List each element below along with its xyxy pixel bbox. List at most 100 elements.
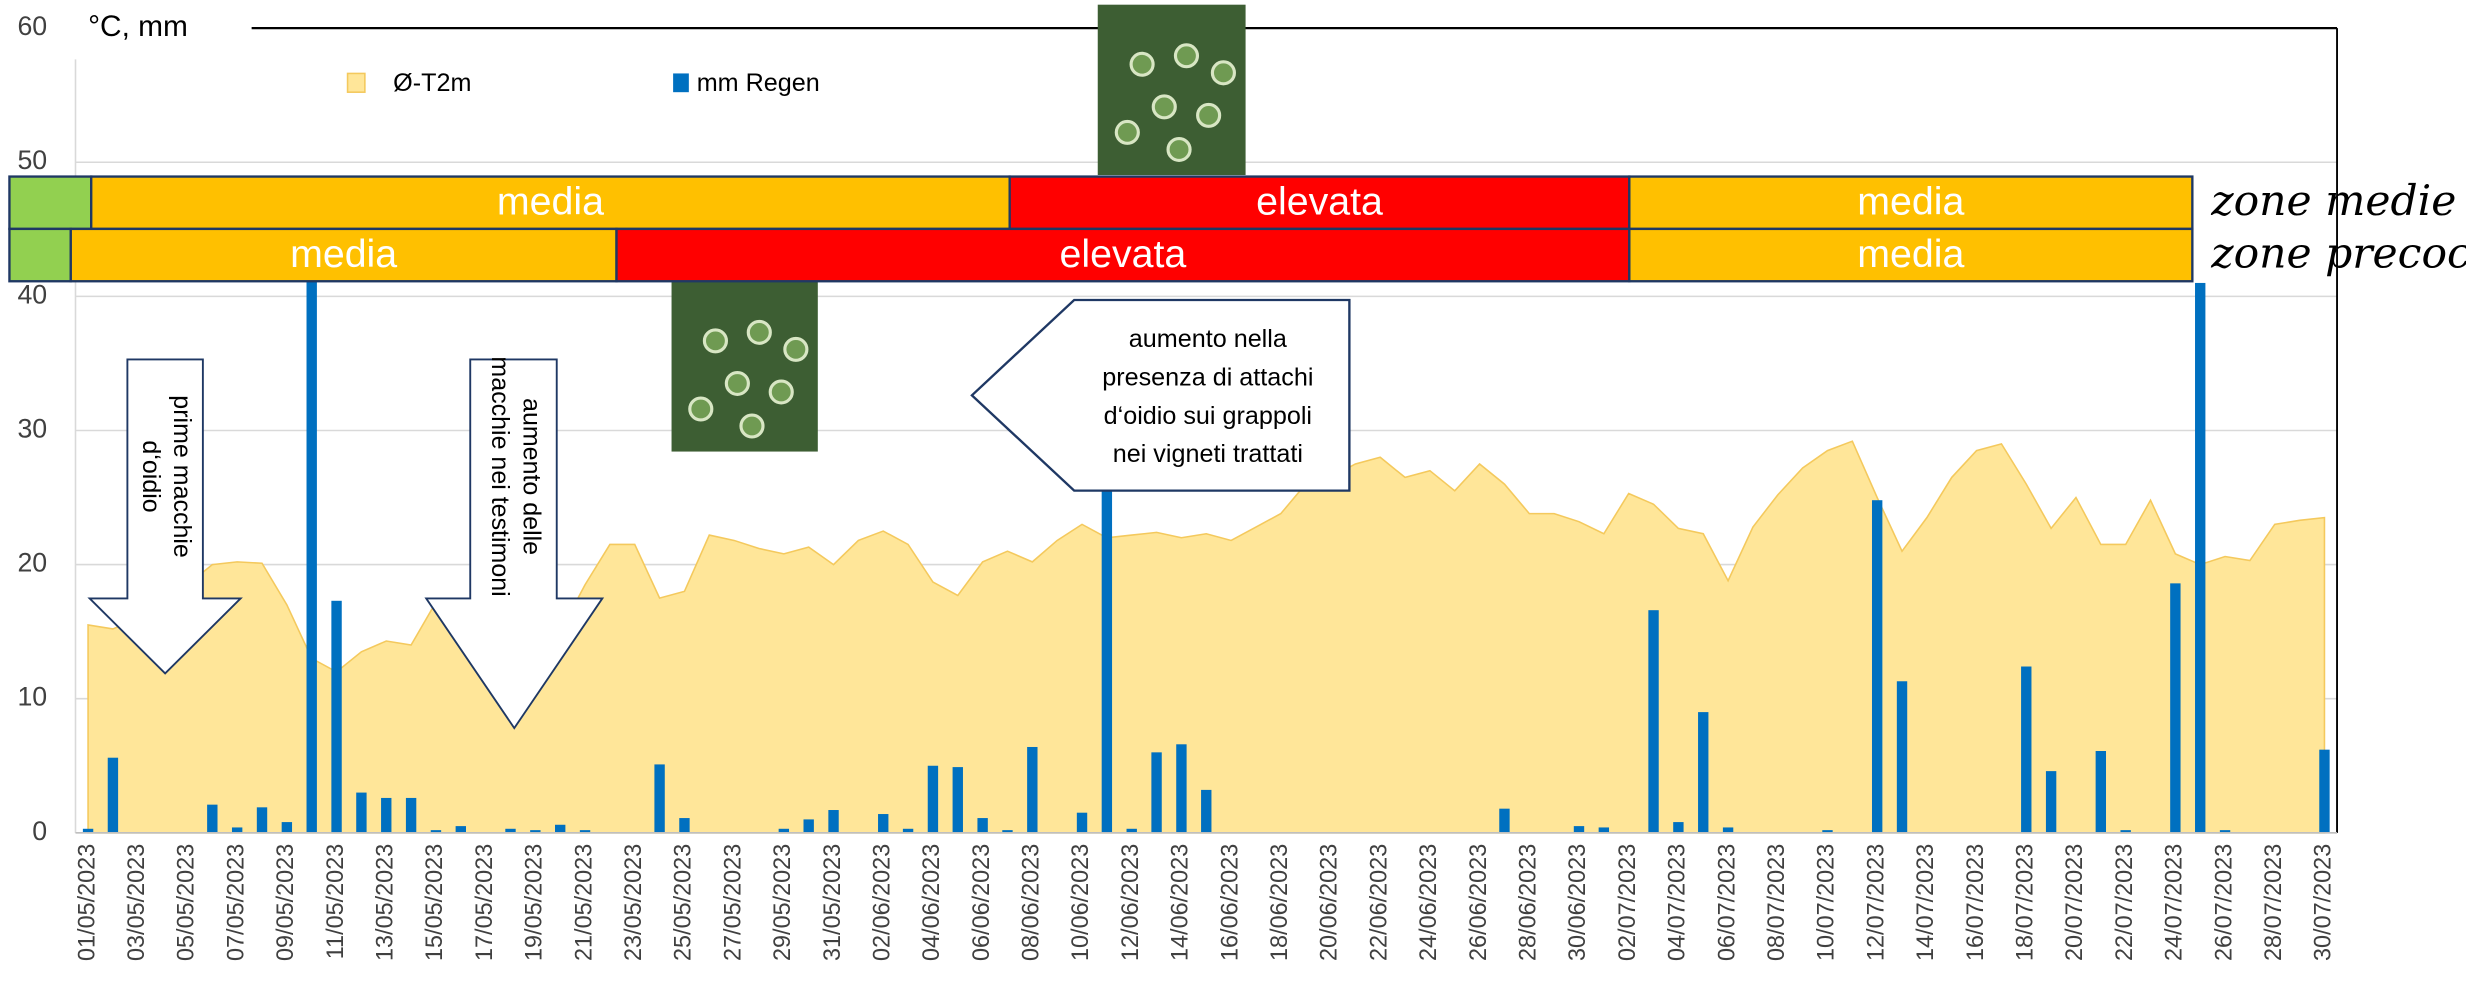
grape-berry — [1198, 104, 1220, 126]
rain-bar — [1102, 484, 1112, 833]
grape-berry — [770, 381, 792, 403]
x-tick-label: 16/07/2023 — [1962, 844, 1988, 961]
y-tick-label: 30 — [17, 414, 47, 444]
x-tick-label: 07/05/2023 — [222, 844, 248, 961]
callout-text: d‘oidio sui grappoli — [1104, 402, 1312, 430]
rain-bar — [953, 767, 963, 833]
temperature-area — [88, 441, 2324, 833]
x-tick-label: 20/07/2023 — [2061, 844, 2087, 961]
rain-bar — [2046, 771, 2056, 833]
x-tick-label: 13/05/2023 — [371, 844, 397, 961]
rain-bar — [456, 826, 466, 833]
x-tick-label: 12/06/2023 — [1117, 844, 1143, 961]
legend-swatch — [673, 73, 689, 92]
x-tick-label: 05/05/2023 — [173, 844, 199, 961]
rain-bar — [282, 822, 292, 833]
x-tick-label: 22/06/2023 — [1365, 844, 1391, 961]
band-zone-label: zone medie — [2210, 176, 2456, 225]
grape-photo — [1098, 5, 1246, 175]
band-label: media — [290, 233, 397, 276]
x-tick-label: 17/05/2023 — [471, 844, 497, 961]
y-tick-label: 10 — [17, 682, 47, 712]
x-tick-label: 10/06/2023 — [1067, 844, 1093, 961]
rain-bar — [406, 798, 416, 833]
rain-bar — [878, 814, 888, 833]
arrow-text: prime macchie — [168, 395, 196, 558]
x-tick-label: 14/07/2023 — [1912, 844, 1938, 961]
x-tick-label: 15/05/2023 — [421, 844, 447, 961]
x-tick-label: 10/07/2023 — [1813, 844, 1839, 961]
legend-label: mm Regen — [697, 69, 820, 97]
x-tick-label: 16/06/2023 — [1216, 844, 1242, 961]
grape-berry — [748, 321, 770, 343]
x-tick-label: 24/07/2023 — [2161, 844, 2187, 961]
x-tick-label: 21/05/2023 — [570, 844, 596, 961]
grape-berry — [1116, 121, 1138, 143]
x-tick-label: 06/06/2023 — [968, 844, 994, 961]
rain-bar — [654, 764, 664, 832]
x-tick-label: 08/07/2023 — [1763, 844, 1789, 961]
x-tick-label: 18/07/2023 — [2011, 844, 2037, 961]
grape-berry — [690, 398, 712, 420]
grape-photo — [672, 281, 818, 451]
x-tick-label: 25/05/2023 — [670, 844, 696, 961]
rain-bar — [1499, 809, 1509, 833]
y-tick-label: 0 — [32, 816, 47, 846]
band-start — [9, 229, 70, 281]
x-tick-label: 27/05/2023 — [719, 844, 745, 961]
callout-text: aumento nella — [1129, 325, 1287, 353]
grape-berry — [704, 330, 726, 352]
x-tick-label: 24/06/2023 — [1415, 844, 1441, 961]
arrow-text: d‘oidio — [137, 440, 165, 512]
callout-text: nei vigneti trattati — [1113, 440, 1303, 468]
rain-bar — [828, 810, 838, 833]
rain-bar — [307, 229, 317, 833]
rain-bar — [928, 766, 938, 833]
band-label: elevata — [1060, 233, 1187, 276]
rain-bar — [555, 825, 565, 833]
band-label: media — [1857, 233, 1964, 276]
rain-bar — [1723, 827, 1733, 832]
x-tick-label: 29/05/2023 — [769, 844, 795, 961]
band-zone-label: zone precoci — [2210, 229, 2466, 278]
callout-text: presenza di attachi — [1102, 364, 1313, 392]
x-tick-label: 18/06/2023 — [1266, 844, 1292, 961]
rain-bar — [1897, 681, 1907, 833]
rain-bar — [257, 807, 267, 832]
band-label: media — [1857, 181, 1964, 224]
rain-bar — [1176, 744, 1186, 833]
x-tick-label: 06/07/2023 — [1713, 844, 1739, 961]
y-tick-label: 50 — [17, 145, 47, 175]
x-tick-label: 31/05/2023 — [819, 844, 845, 961]
rain-bar — [381, 798, 391, 833]
y-tick-label: 40 — [17, 279, 47, 309]
rain-bar — [2170, 583, 2180, 832]
x-tick-label: 23/05/2023 — [620, 844, 646, 961]
rain-bar — [232, 827, 242, 832]
rain-bar — [1673, 822, 1683, 833]
rain-bar — [2195, 283, 2205, 833]
legend-label: Ø-T2m — [393, 69, 471, 97]
x-tick-label: 09/05/2023 — [272, 844, 298, 961]
grape-berry — [1168, 139, 1190, 161]
rain-bar — [207, 805, 217, 833]
x-tick-label: 20/06/2023 — [1316, 844, 1342, 961]
grape-berry — [785, 338, 807, 360]
x-tick-label: 26/07/2023 — [2210, 844, 2236, 961]
rain-bar — [1599, 827, 1609, 832]
x-tick-label: 03/05/2023 — [123, 844, 149, 961]
rain-bar — [2096, 751, 2106, 833]
x-tick-label: 26/06/2023 — [1465, 844, 1491, 961]
band-start — [9, 177, 91, 229]
x-tick-label: 11/05/2023 — [322, 844, 348, 959]
rain-bar — [2319, 750, 2329, 833]
grape-berry — [726, 373, 748, 395]
x-tick-label: 30/07/2023 — [2310, 844, 2336, 961]
grape-berry — [1212, 62, 1234, 84]
band-label: media — [497, 181, 604, 224]
grape-berry — [741, 415, 763, 437]
rain-bar — [1151, 752, 1161, 832]
x-tick-label: 28/06/2023 — [1514, 844, 1540, 961]
rain-bar — [1574, 826, 1584, 833]
chart: °C, mm 010203040506001/05/202303/05/2023… — [0, 0, 2466, 1000]
